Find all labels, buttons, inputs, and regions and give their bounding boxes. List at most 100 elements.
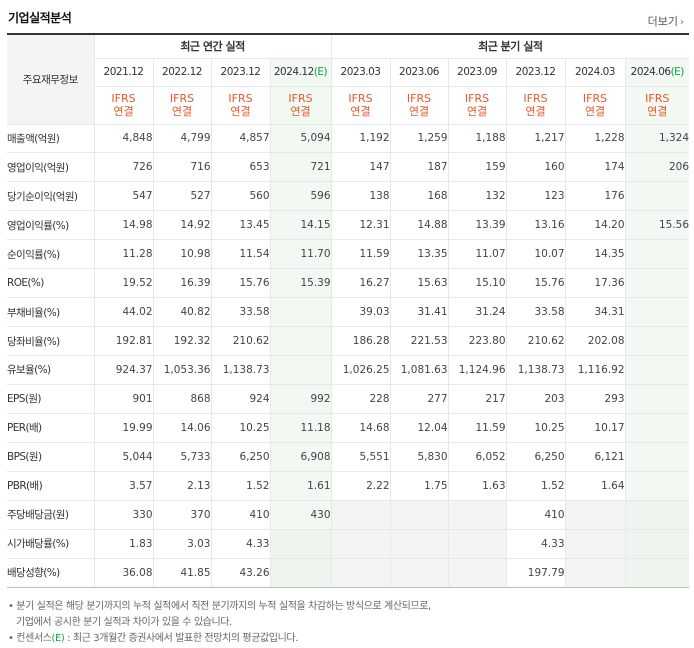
table-cell: 1.63: [448, 471, 507, 501]
table-cell: [270, 355, 332, 385]
table-cell: [448, 529, 507, 559]
table-cell: 43.26: [211, 558, 271, 588]
row-label: 주당배당금(원): [7, 499, 95, 530]
ifrs-label: IFRS: [348, 92, 373, 105]
table-cell: 202.08: [565, 326, 626, 356]
table-cell: 15.63: [390, 268, 449, 299]
table-cell: 40.82: [153, 297, 212, 328]
consolidated-label: 연결: [647, 105, 668, 118]
table-cell: 19.52: [94, 268, 154, 299]
table-cell: 4.33: [506, 529, 566, 559]
more-link[interactable]: 더보기 ›: [648, 13, 684, 29]
table-cell: [270, 529, 332, 559]
table-cell: 14.35: [565, 239, 626, 270]
table-cell: 203: [506, 383, 566, 414]
footnotes: • 분기 실적은 해당 분기까지의 누적 실적에서 직전 분기까지의 누적 실적…: [8, 599, 688, 647]
table-cell: 12.04: [390, 413, 449, 443]
ifrs-badge: IFRS 연결: [211, 86, 271, 125]
table-cell: [448, 499, 507, 530]
footnote-quarterly: • 분기 실적은 해당 분기까지의 누적 실적에서 직전 분기까지의 누적 실적…: [8, 601, 431, 612]
period-label: 2024.12: [273, 66, 314, 78]
table-cell: [625, 413, 690, 443]
table-cell: 174: [565, 152, 626, 183]
table-cell: [448, 558, 507, 588]
table-cell: 2.22: [330, 471, 391, 501]
table-cell: 11.59: [330, 239, 391, 270]
table-cell: 13.16: [506, 210, 566, 241]
table-cell: [625, 442, 690, 472]
table-cell: 1,324: [625, 124, 690, 154]
table-row: 영업이익률(%) 14.98 14.92 13.45 14.15 12.31 14.88 13…: [7, 210, 690, 241]
period-header: 2023.12: [506, 58, 566, 87]
table-row: ROE(%) 19.52 16.39 15.76 15.39 16.27 15.63 15.1…: [7, 268, 690, 299]
footnote-consensus-e: (E): [51, 633, 65, 644]
row-label: PER(배): [7, 413, 95, 443]
table-cell: 1,053.36: [153, 355, 212, 385]
table-cell: 192.81: [94, 326, 154, 356]
period-label: 2023.12: [220, 66, 261, 78]
table-cell: 33.58: [506, 297, 566, 328]
table-cell: 992: [270, 383, 332, 414]
table-cell: 44.02: [94, 297, 154, 328]
table-cell: 5,733: [153, 442, 212, 472]
table-cell: [270, 326, 332, 356]
table-cell: 4,848: [94, 124, 154, 154]
table-cell: 868: [153, 383, 212, 414]
table-cell: 33.58: [211, 297, 271, 328]
table-cell: 716: [153, 152, 212, 183]
table-cell: 1.64: [565, 471, 626, 501]
table-cell: [390, 499, 449, 530]
table-cell: 19.99: [94, 413, 154, 443]
table-cell: 11.07: [448, 239, 507, 270]
chevron-right-icon: ›: [680, 17, 684, 28]
table-cell: [270, 558, 332, 588]
table-cell: 10.25: [506, 413, 566, 443]
table-cell: 410: [211, 499, 271, 530]
table-cell: 924: [211, 383, 271, 414]
ifrs-label: IFRS: [464, 92, 490, 105]
table-cell: 39.03: [330, 297, 391, 328]
table-cell: 13.39: [448, 210, 507, 241]
table-cell: 721: [270, 152, 332, 183]
table-cell: 560: [211, 181, 271, 212]
consolidated-label: 연결: [525, 105, 546, 118]
table-cell: 187: [390, 152, 449, 183]
annual-group-header: 최근 연간 실적: [94, 33, 332, 59]
table-cell: [625, 268, 690, 299]
table-cell: 901: [94, 383, 154, 414]
table-row: 당기순이익(억원) 547 527 560 596 138 168 132 123 176: [7, 181, 690, 212]
table-cell: 4,799: [153, 124, 212, 154]
table-cell: 13.45: [211, 210, 271, 241]
table-cell: [625, 355, 690, 385]
period-header: 2024.06(E): [625, 58, 690, 87]
table-cell: 2.13: [153, 471, 212, 501]
table-row: 주당배당금(원) 330 370 410 430 410: [7, 499, 690, 530]
ifrs-badge: IFRS 연결: [506, 86, 566, 125]
table-cell: 14.68: [330, 413, 391, 443]
table-cell: 1,228: [565, 124, 626, 154]
period-header: 2023.12: [211, 58, 271, 87]
ifrs-label: IFRS: [111, 92, 136, 105]
section-header: 기업실적분석 더보기 ›: [0, 0, 694, 33]
table-cell: 228: [330, 383, 391, 414]
period-label: 2021.12: [103, 66, 144, 78]
quarter-group-header: 최근 분기 실적: [330, 33, 690, 59]
consolidated-label: 연결: [113, 105, 134, 118]
ifrs-label: IFRS: [523, 92, 548, 105]
table-row: PER(배) 19.99 14.06 10.25 11.18 14.68 12.04 11.5…: [7, 413, 690, 443]
table-cell: 176: [565, 181, 626, 212]
footnote-line1: 분기 실적은 해당 분기까지의 누적 실적에서 직전 분기까지의 누적 실적을 …: [16, 601, 431, 612]
row-label: 유보율(%): [7, 355, 95, 385]
table-cell: [330, 529, 391, 559]
row-label: PBR(배): [7, 471, 95, 501]
table-row: 영업이익(억원) 726 716 653 721 147 187 159 160 174 206: [7, 152, 690, 183]
table-cell: [625, 383, 690, 414]
ifrs-label: IFRS: [228, 92, 253, 105]
table-cell: 1,138.73: [211, 355, 271, 385]
more-label[interactable]: 더보기: [647, 15, 678, 28]
table-cell: 14.98: [94, 210, 154, 241]
financial-table: 주요재무정보 최근 연간 실적 최근 분기 실적 2021.12 2022.12 2…: [7, 33, 690, 588]
table-cell: 4.33: [211, 529, 271, 559]
table-cell: 1.52: [211, 471, 271, 501]
table-cell: 1,188: [448, 124, 507, 154]
